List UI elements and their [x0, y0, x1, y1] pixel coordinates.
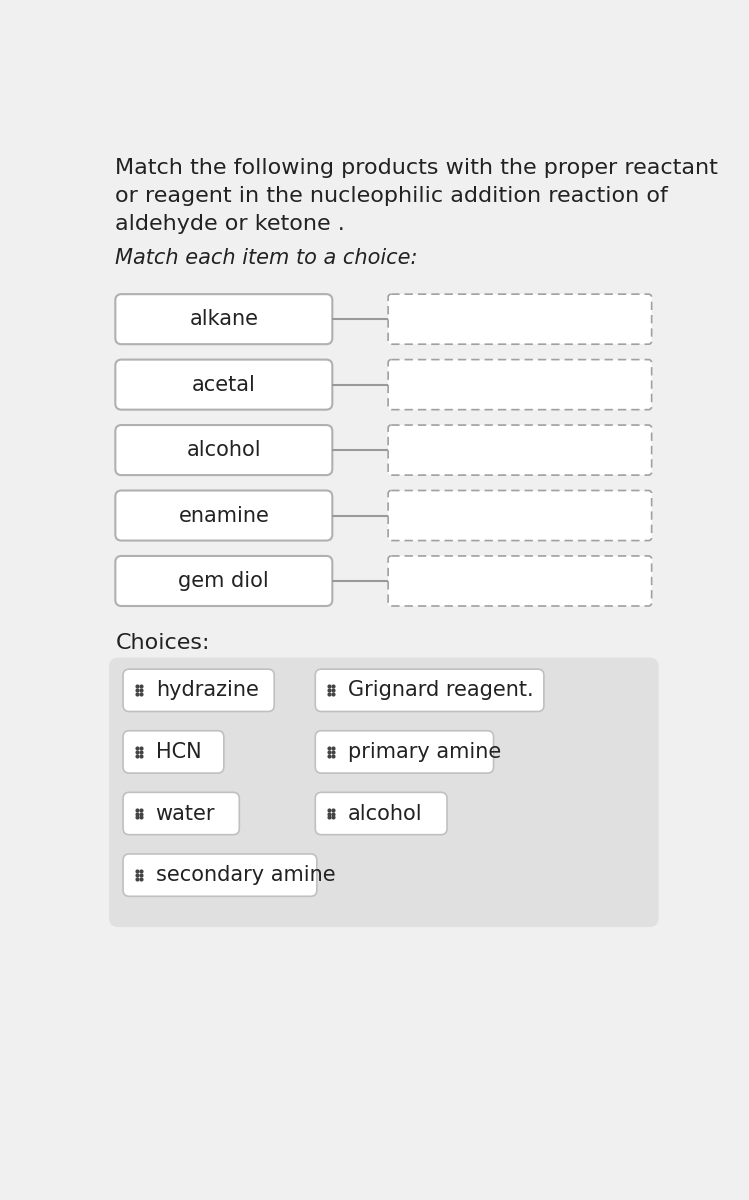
- Text: Match each item to a choice:: Match each item to a choice:: [115, 248, 418, 268]
- FancyBboxPatch shape: [115, 425, 333, 475]
- FancyBboxPatch shape: [388, 294, 652, 344]
- FancyBboxPatch shape: [388, 425, 652, 475]
- Text: Match the following products with the proper reactant
or reagent in the nucleoph: Match the following products with the pr…: [115, 158, 718, 234]
- Text: HCN: HCN: [156, 742, 201, 762]
- FancyBboxPatch shape: [115, 491, 333, 540]
- Text: water: water: [156, 804, 215, 823]
- FancyBboxPatch shape: [388, 360, 652, 409]
- Text: Grignard reagent.: Grignard reagent.: [348, 680, 533, 701]
- FancyBboxPatch shape: [123, 792, 240, 835]
- FancyBboxPatch shape: [123, 854, 317, 896]
- FancyBboxPatch shape: [388, 491, 652, 540]
- FancyBboxPatch shape: [109, 658, 658, 928]
- FancyBboxPatch shape: [315, 792, 447, 835]
- Text: primary amine: primary amine: [348, 742, 501, 762]
- Text: hydrazine: hydrazine: [156, 680, 258, 701]
- Text: alkane: alkane: [189, 310, 258, 329]
- FancyBboxPatch shape: [315, 670, 544, 712]
- FancyBboxPatch shape: [115, 360, 333, 409]
- FancyBboxPatch shape: [315, 731, 494, 773]
- Text: gem diol: gem diol: [178, 571, 269, 590]
- Text: alcohol: alcohol: [187, 440, 261, 460]
- Text: alcohol: alcohol: [348, 804, 422, 823]
- Text: Choices:: Choices:: [115, 632, 210, 653]
- FancyBboxPatch shape: [123, 670, 274, 712]
- FancyBboxPatch shape: [388, 556, 652, 606]
- Text: secondary amine: secondary amine: [156, 865, 336, 886]
- Text: acetal: acetal: [192, 374, 255, 395]
- FancyBboxPatch shape: [115, 556, 333, 606]
- Text: enamine: enamine: [178, 505, 269, 526]
- FancyBboxPatch shape: [123, 731, 224, 773]
- FancyBboxPatch shape: [115, 294, 333, 344]
